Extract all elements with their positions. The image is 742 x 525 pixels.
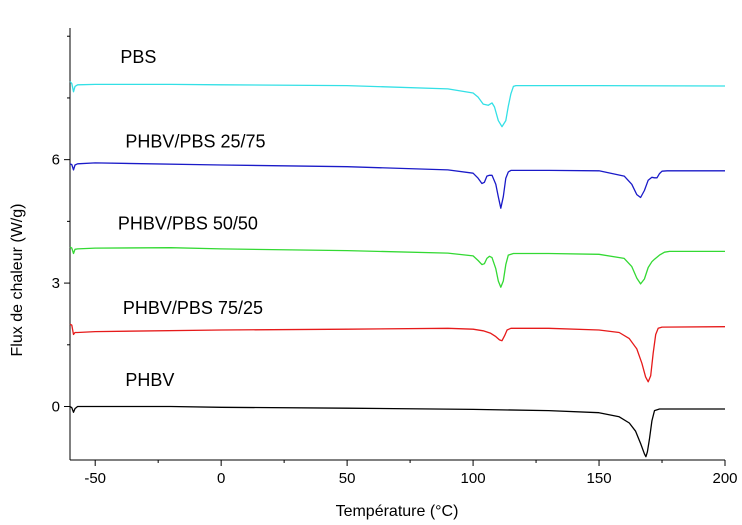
series-line (69, 246, 725, 288)
series-line (69, 323, 726, 383)
curve-labels: PBS PHBV/PBS 25/75 PHBV/PBS 50/50 PHBV/PBS … (118, 47, 266, 390)
series-line (69, 81, 726, 128)
y-ticks: 0 3 6 (52, 35, 70, 416)
series-label: PBS (120, 47, 156, 67)
y-axis-title: Flux de chaleur (W/g) (9, 204, 26, 357)
y-tick-label: 6 (52, 152, 60, 169)
x-tick-label: 0 (217, 470, 225, 487)
series-line (69, 405, 725, 458)
x-tick-label: 100 (461, 470, 486, 487)
x-tick-label: -50 (84, 470, 106, 487)
x-ticks: -50 0 50 100 150 200 (84, 460, 738, 487)
x-axis-title: Température (°C) (336, 503, 459, 520)
y-tick-label: 0 (52, 399, 60, 416)
series-label: PHBV (125, 370, 174, 390)
series-label: PHBV/PBS 75/25 (123, 298, 263, 318)
x-tick-label: 150 (587, 470, 612, 487)
series-label: PHBV/PBS 50/50 (118, 214, 258, 234)
series-label: PHBV/PBS 25/75 (125, 131, 265, 151)
axes (69, 28, 725, 461)
series-group (69, 81, 726, 458)
series-line (69, 162, 725, 209)
x-tick-label: 50 (339, 470, 356, 487)
y-tick-label: 3 (52, 275, 60, 292)
x-tick-label: 200 (712, 470, 737, 487)
